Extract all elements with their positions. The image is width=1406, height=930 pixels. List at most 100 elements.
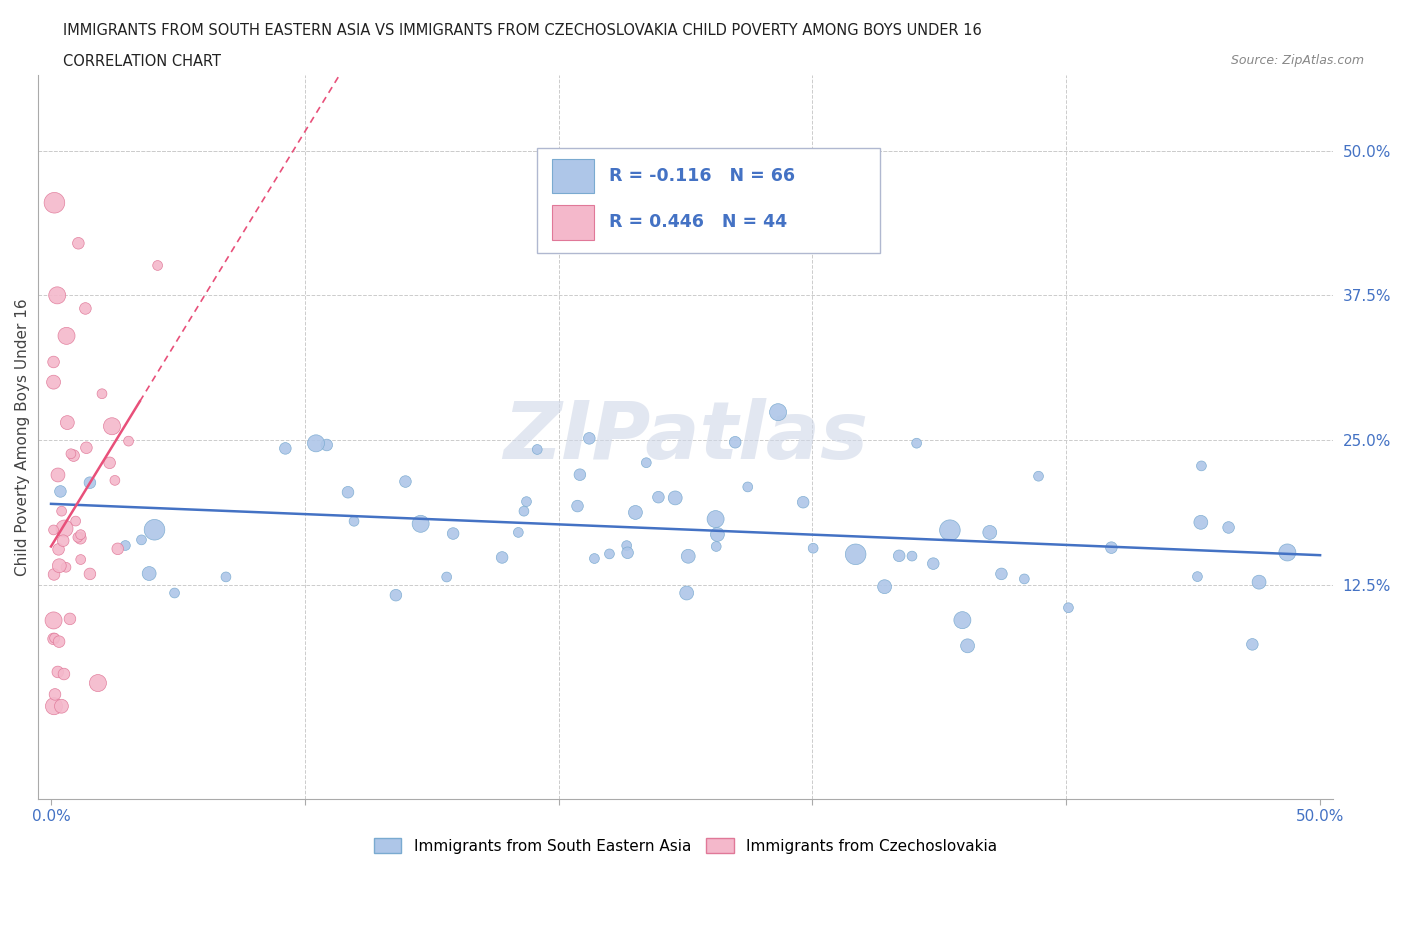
Point — [706, 527, 728, 542]
Point — [51, 504, 73, 519]
Text: R = 0.446   N = 44: R = 0.446 N = 44 — [609, 213, 787, 232]
Point — [1277, 545, 1299, 560]
Point — [75, 440, 97, 455]
Point — [44, 195, 66, 210]
Point — [1241, 637, 1264, 652]
Point — [62, 448, 84, 463]
Point — [55, 328, 77, 343]
Point — [901, 549, 924, 564]
Point — [79, 475, 101, 490]
Point — [138, 566, 160, 581]
Point — [65, 513, 87, 528]
Point — [583, 551, 606, 566]
Point — [98, 456, 121, 471]
Point — [1014, 572, 1036, 587]
Point — [48, 634, 70, 649]
Point — [75, 301, 97, 316]
Point — [1099, 540, 1122, 555]
Point — [69, 531, 91, 546]
Point — [990, 566, 1012, 581]
Point — [922, 556, 945, 571]
Point — [114, 538, 136, 553]
Point — [69, 527, 91, 542]
Point — [51, 698, 73, 713]
Point — [515, 494, 537, 509]
Point — [336, 485, 359, 499]
Point — [91, 386, 114, 401]
Point — [163, 586, 186, 601]
Point — [343, 514, 366, 529]
Point — [59, 611, 82, 626]
Y-axis label: Child Poverty Among Boys Under 16: Child Poverty Among Boys Under 16 — [15, 299, 30, 576]
Point — [704, 512, 727, 526]
Point — [107, 541, 129, 556]
Point — [55, 560, 77, 575]
Point — [647, 490, 669, 505]
Point — [143, 523, 166, 538]
Point — [42, 375, 65, 390]
Point — [889, 549, 911, 564]
Point — [305, 436, 328, 451]
Point — [44, 631, 66, 645]
Point — [101, 418, 124, 433]
Bar — [553, 159, 593, 193]
Bar — [553, 205, 593, 240]
Point — [104, 473, 127, 488]
Point — [675, 586, 697, 601]
Point — [66, 530, 89, 545]
Point — [1247, 575, 1270, 590]
Point — [42, 698, 65, 713]
Point — [44, 687, 66, 702]
Point — [46, 665, 69, 680]
Point — [52, 667, 75, 682]
Point — [526, 442, 548, 457]
Point — [724, 435, 747, 450]
Point — [737, 480, 759, 495]
Legend: Immigrants from South Eastern Asia, Immigrants from Czechoslovakia: Immigrants from South Eastern Asia, Immi… — [368, 831, 1004, 860]
Point — [385, 588, 408, 603]
Point — [676, 549, 699, 564]
Point — [409, 516, 432, 531]
Point — [42, 523, 65, 538]
Point — [578, 431, 600, 445]
Point — [87, 675, 110, 690]
Point — [979, 525, 1001, 539]
Point — [801, 540, 824, 555]
Point — [508, 525, 530, 539]
Point — [873, 579, 896, 594]
Point — [1028, 469, 1050, 484]
Point — [315, 437, 337, 452]
Point — [636, 456, 658, 471]
Point — [616, 545, 638, 560]
FancyBboxPatch shape — [537, 148, 880, 253]
Point — [67, 236, 90, 251]
Point — [1189, 458, 1212, 473]
Text: R = -0.116   N = 66: R = -0.116 N = 66 — [609, 167, 796, 185]
Point — [53, 521, 76, 536]
Point — [704, 539, 727, 554]
Point — [568, 467, 591, 482]
Point — [950, 613, 973, 628]
Point — [664, 490, 686, 505]
Point — [567, 498, 589, 513]
Point — [513, 504, 536, 519]
Point — [1057, 600, 1080, 615]
Point — [1218, 520, 1240, 535]
Point — [1187, 569, 1209, 584]
Point — [46, 288, 69, 303]
Point — [42, 354, 65, 369]
Point — [274, 441, 297, 456]
Point — [939, 523, 962, 538]
Point — [394, 474, 416, 489]
Text: ZIPatlas: ZIPatlas — [503, 398, 868, 476]
Point — [131, 533, 153, 548]
Point — [792, 495, 814, 510]
Text: Source: ZipAtlas.com: Source: ZipAtlas.com — [1230, 54, 1364, 67]
Point — [215, 569, 238, 584]
Point — [59, 446, 82, 461]
Point — [598, 547, 620, 562]
Point — [491, 550, 513, 565]
Point — [42, 631, 65, 646]
Text: CORRELATION CHART: CORRELATION CHART — [63, 54, 221, 69]
Point — [624, 505, 647, 520]
